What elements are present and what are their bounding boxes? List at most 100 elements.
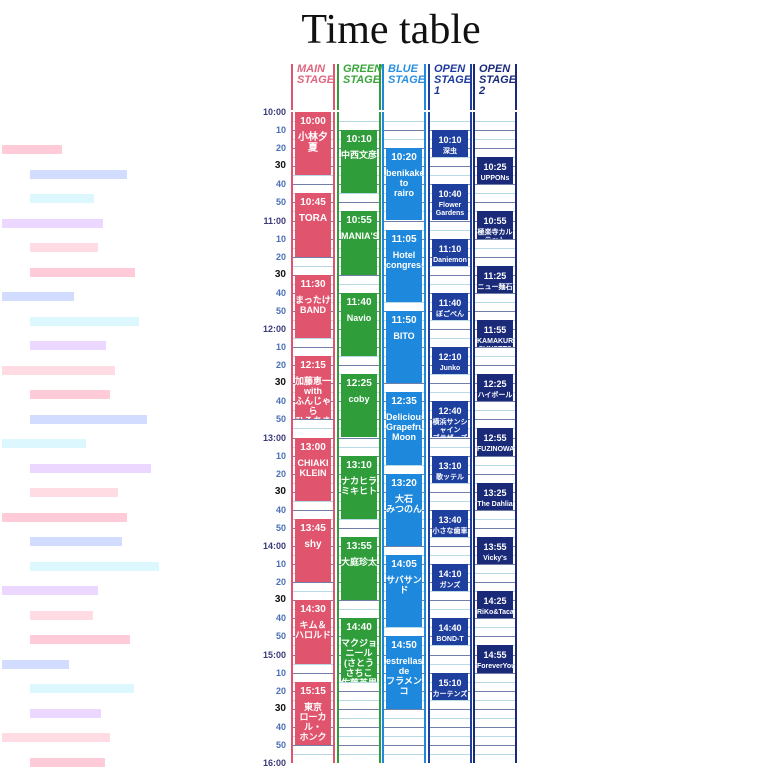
- performance-block[interactable]: 13:10 ナカヒラ ミキヒト: [341, 455, 377, 519]
- performance-block[interactable]: 15:15 東京 ローカル・ ホンク: [295, 681, 331, 745]
- performance-block[interactable]: 10:45 TORA: [295, 193, 331, 257]
- performance-block[interactable]: 11:40 ぼごぺん: [432, 292, 468, 320]
- time-tick: 20: [275, 577, 286, 588]
- grid-line: [475, 627, 515, 629]
- performance-time: 12:15: [300, 360, 326, 372]
- performer-name: キム＆ ハロルド: [295, 620, 331, 641]
- performer-name: RiKo&Tacaco;: [477, 609, 513, 617]
- performance-time: 11:25: [483, 270, 507, 281]
- performance-time: 13:10: [346, 459, 372, 471]
- performance-block[interactable]: 10:10 深虫: [432, 130, 468, 158]
- performer-name: 小林夕夏: [298, 132, 328, 154]
- performance-block[interactable]: 14:30 キム＆ ハロルド: [295, 600, 331, 664]
- grid-line: [475, 464, 515, 466]
- time-tick: 30: [274, 377, 286, 389]
- performer-name: 加藤恵一 with ふんじゃら ひろあき &川口伸王: [295, 376, 331, 419]
- grid-line: [293, 744, 333, 746]
- performance-time: 10:45: [300, 197, 326, 209]
- performance-block[interactable]: 14:40 BOND-T: [432, 618, 468, 646]
- time-tick: 50: [275, 197, 286, 208]
- performance-block[interactable]: 13:10 歌ッテル: [432, 455, 468, 483]
- performance-block[interactable]: 13:20 大石 みつのん: [386, 473, 422, 546]
- performance-block[interactable]: 10:00 小林夕夏: [295, 112, 331, 176]
- time-tick: 20: [275, 251, 286, 262]
- performance-block[interactable]: 11:05 Hotel congress: [386, 229, 422, 302]
- performance-block[interactable]: 11:55 KAMAKURA SUNSETS: [477, 319, 513, 348]
- performance-block[interactable]: 11:25 ニュー麺石: [477, 265, 513, 293]
- grid-line: [475, 744, 515, 746]
- grid-line: [293, 428, 333, 430]
- grid-line: [293, 582, 333, 584]
- performance-time: 11:30: [300, 278, 326, 290]
- grid-line: [293, 500, 333, 502]
- grid-line: [430, 175, 470, 177]
- performance-block[interactable]: 15:10 カーテンズ: [432, 672, 468, 700]
- performer-name: shy: [304, 538, 322, 550]
- performance-block[interactable]: 12:15 加藤恵一 with ふんじゃら ひろあき &川口伸王: [295, 356, 331, 420]
- performance-time: 14:50: [391, 640, 417, 652]
- performance-block[interactable]: 12:40 横浜サンシャイン ブラザーズ: [432, 401, 468, 438]
- performance-block[interactable]: 14:10 ガンズ: [432, 564, 468, 592]
- performer-name: 歌ッテル: [436, 473, 464, 481]
- grid-line: [430, 663, 470, 665]
- grid-line: [293, 663, 333, 665]
- performance-block[interactable]: 14:05 サバサンド: [386, 555, 422, 628]
- performer-name: Daniemon: [433, 256, 467, 264]
- performance-block[interactable]: 10:10 中西文彦: [341, 130, 377, 194]
- grid-line: [293, 265, 333, 267]
- performance-block[interactable]: 13:55 Vicky's: [477, 536, 513, 565]
- performance-block[interactable]: 13:40 小さな歯車: [432, 509, 468, 537]
- grid-line: [339, 600, 379, 602]
- time-tick: 50: [275, 414, 286, 425]
- performance-block[interactable]: 13:45 shy: [295, 518, 331, 583]
- grid-line: [384, 753, 424, 755]
- performance-block[interactable]: 10:25 UPPONs: [477, 157, 513, 185]
- grid-line: [430, 338, 470, 340]
- performance-time: 11:55: [483, 324, 507, 335]
- performance-block[interactable]: 14:40 マクジョニール (さとうさちこ 佐藤英男 mac清水): [341, 618, 377, 682]
- grid-line: [339, 690, 379, 692]
- performance-time: 13:20: [391, 477, 417, 489]
- performance-block[interactable]: 13:55 大庭珍太: [341, 536, 377, 601]
- performance-time: 13:00: [300, 441, 326, 453]
- stage-header-main: MAIN STAGE: [291, 64, 335, 110]
- grid-line: [384, 627, 424, 629]
- performer-name: サバサンド: [386, 575, 422, 596]
- performance-block[interactable]: 13:25 The Dahlia: [477, 482, 513, 510]
- grid-line: [475, 527, 515, 529]
- performance-block[interactable]: 10:40 Flower Gardens: [432, 184, 468, 221]
- grid-line: [384, 735, 424, 737]
- performance-block[interactable]: 12:10 Junko: [432, 347, 468, 375]
- time-tick: 50: [275, 631, 286, 642]
- performance-block[interactable]: 11:10 Daniemon: [432, 238, 468, 266]
- grid-line: [339, 753, 379, 755]
- grid-line: [430, 645, 470, 647]
- grid-line: [430, 500, 470, 502]
- performance-time: 13:10: [438, 460, 462, 471]
- performance-block[interactable]: 10:20 benikake to rairo: [386, 148, 422, 221]
- performer-name: BITO: [393, 330, 415, 341]
- grid-line: [430, 229, 470, 231]
- performance-time: 14:55: [483, 650, 507, 661]
- time-tick: 40: [275, 613, 286, 624]
- grid-line: [475, 410, 515, 412]
- performance-block[interactable]: 11:50 BITO: [386, 310, 422, 384]
- performance-block[interactable]: 12:55 FUZINOWA: [477, 428, 513, 456]
- performance-block[interactable]: 10:55 MANIA'S: [341, 211, 377, 275]
- performance-block[interactable]: 12:25 coby: [341, 374, 377, 438]
- performance-block[interactable]: 14:50 estrellas de フラメンコ: [386, 636, 422, 709]
- performance-block[interactable]: 10:55 極楽寺カルテット: [477, 211, 513, 239]
- performance-block[interactable]: 12:25 ハイボール♥ ラヴァーズ: [477, 374, 513, 402]
- grid-line: [293, 672, 333, 674]
- time-tick: 40: [275, 179, 286, 190]
- time-tick: 10: [275, 667, 286, 678]
- performance-block[interactable]: 14:55 ForeverYoung: [477, 645, 513, 673]
- performance-block[interactable]: 11:40 Navio: [341, 292, 377, 357]
- grid-line: [430, 654, 470, 656]
- performance-block[interactable]: 13:00 CHIAKI KLEIN: [295, 437, 331, 501]
- performance-block[interactable]: 11:30 まったけ BAND: [295, 274, 331, 339]
- performance-time: 13:45: [300, 522, 326, 534]
- performance-block[interactable]: 14:25 RiKo&Tacaco;: [477, 591, 513, 619]
- performance-time: 14:40: [438, 623, 462, 634]
- performance-block[interactable]: 12:35 Delicious Grapefruits Moon: [386, 392, 422, 465]
